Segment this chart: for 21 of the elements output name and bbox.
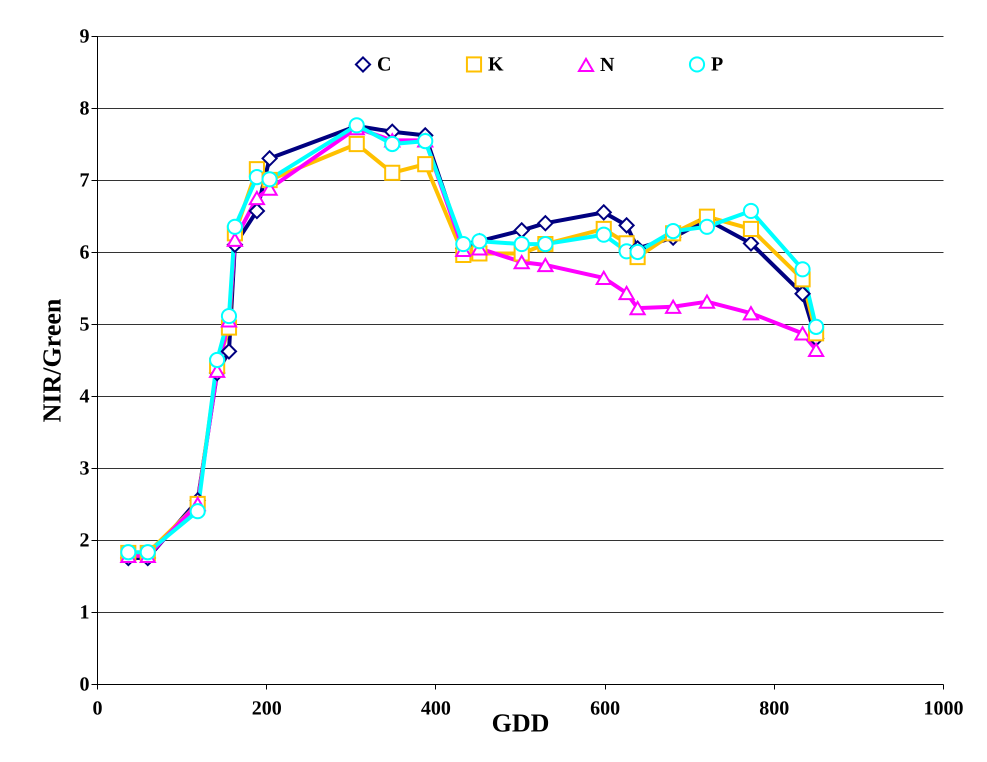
y-tick-label: 5: [80, 314, 90, 336]
y-tick-label: 4: [80, 386, 90, 408]
x-tick-label: 400: [420, 698, 451, 720]
y-tick-label: 6: [80, 242, 90, 264]
y-tick-label: 0: [80, 674, 90, 696]
y-tick-label: 3: [80, 458, 90, 480]
legend-label: N: [600, 54, 615, 76]
legend-label: K: [488, 53, 504, 76]
legend-label: P: [711, 53, 724, 76]
y-tick-label: 9: [80, 26, 90, 48]
x-axis-title: GDD: [492, 708, 550, 738]
x-tick-label: 1000: [924, 698, 964, 720]
y-tick-label: 8: [80, 98, 90, 120]
y-tick-label: 1: [80, 602, 90, 624]
x-tick-label: 200: [252, 698, 282, 720]
y-axis-title: NIR/Green: [38, 298, 66, 422]
y-tick-label: 2: [80, 530, 90, 552]
legend-label: C: [377, 53, 392, 76]
x-tick-label: 800: [759, 698, 790, 720]
y-tick-label: 7: [80, 170, 90, 192]
x-tick-label: 600: [590, 698, 620, 720]
